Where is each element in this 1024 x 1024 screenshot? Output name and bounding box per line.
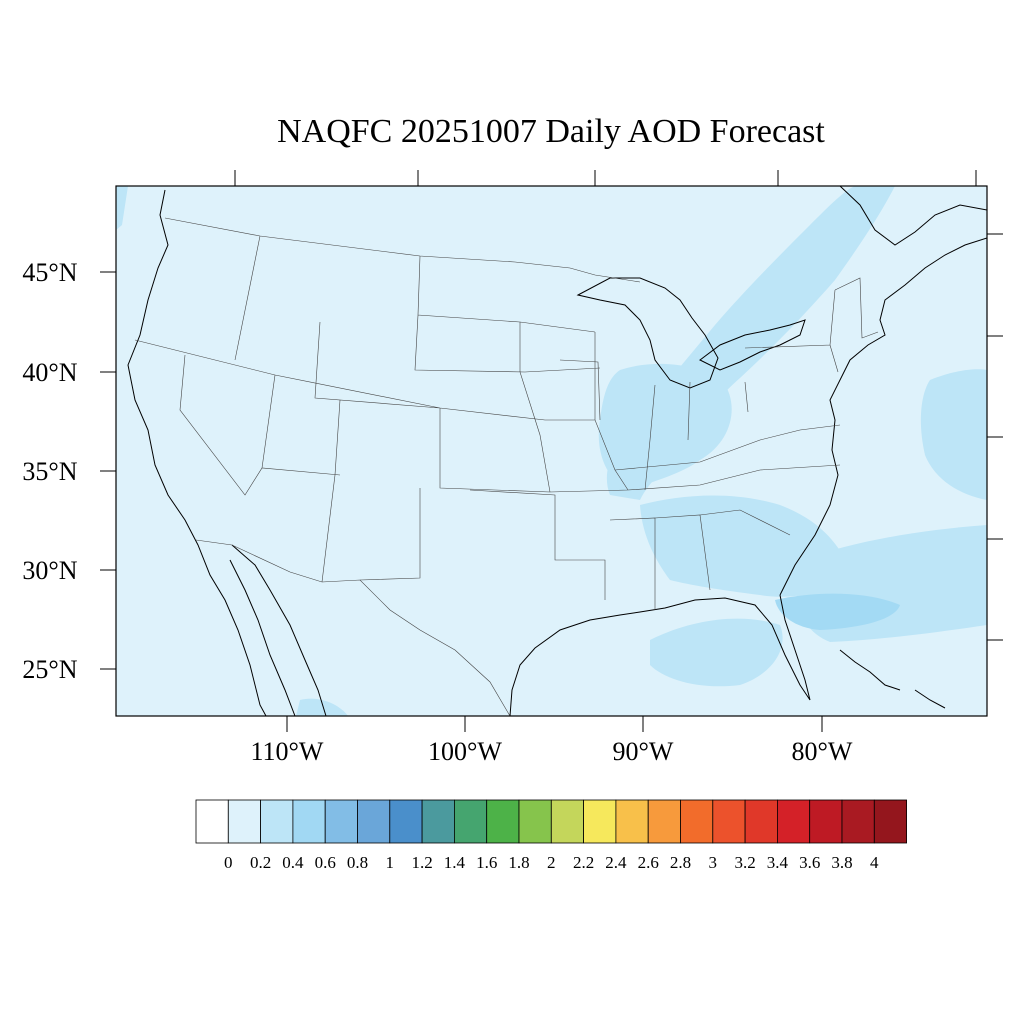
colorbar-tick-label: 1.8: [508, 853, 529, 872]
colorbar-swatch: [841, 799, 875, 844]
lon-label: 110°W: [251, 737, 324, 766]
colorbar-swatch: [550, 799, 584, 844]
map-frame: [115, 185, 988, 717]
map-panel: [116, 186, 987, 716]
colorbar-swatch: [357, 799, 391, 844]
lon-label: 100°W: [428, 737, 502, 766]
colorbar-swatch: [777, 799, 811, 844]
state-lines: [134, 235, 879, 610]
plume-midwest: [598, 363, 732, 490]
colorbar-swatch: [260, 799, 294, 844]
colorbar-tick-label: 2.8: [670, 853, 691, 872]
lat-label: 30°N: [22, 556, 77, 585]
axis-ticks: [100, 170, 1003, 732]
plume-southeast: [640, 495, 850, 597]
plume-west-corner: [116, 186, 128, 230]
mexico-west-coast: [231, 544, 327, 716]
plume-gulf: [650, 618, 783, 687]
colorbar-swatch: [647, 799, 681, 844]
bahamas-outline: [839, 649, 946, 709]
west-coast: [127, 189, 267, 716]
colorbar-swatch: [744, 799, 778, 844]
colorbar-tick-label: 3.6: [799, 853, 820, 872]
plume-baja: [296, 698, 348, 716]
colorbar-swatch: [421, 799, 455, 844]
colorbar-tick-label: 3.2: [734, 853, 755, 872]
lat-label: 45°N: [22, 258, 77, 287]
great-lakes: [576, 277, 806, 389]
colorbar-tick-label: 3.4: [767, 853, 789, 872]
colorbar-labels: 0 0.2 0.4 0.6 0.8 1 1.2 1.4 1.6 1.8 2 2.2 2.4 2.6 2.8 3…: [224, 853, 879, 872]
lon-label: 90°W: [613, 737, 674, 766]
colorbar-tick-label: 2: [547, 853, 556, 872]
atlantic-coast: [779, 237, 987, 596]
plume-offshore-east: [920, 369, 987, 500]
colorbar-swatch: [453, 799, 488, 844]
lat-label: 40°N: [22, 358, 77, 387]
colorbar-swatch: [324, 799, 358, 844]
colorbar-swatch: [615, 799, 649, 844]
coastlines: [127, 186, 987, 716]
colorbar-tick-label: 1.4: [444, 853, 466, 872]
colorbar-tick-label: 4: [870, 853, 879, 872]
colorbar-swatch: [389, 799, 423, 844]
colorbar-tick-label: 1.2: [411, 853, 432, 872]
colorbar-swatch: [809, 799, 843, 844]
colorbar-tick-label: 0.8: [347, 853, 368, 872]
colorbar-tick-label: 1: [386, 853, 395, 872]
colorbar-swatch: [583, 799, 617, 844]
colorbar-tick-label: 0: [224, 853, 233, 872]
lat-label: 35°N: [22, 457, 77, 486]
colorbar-swatch: [292, 799, 326, 844]
colorbar-tick-label: 0.6: [315, 853, 336, 872]
colorbar-swatch: [518, 799, 552, 844]
colorbar: [195, 799, 907, 844]
colorbar-tick-label: 0.4: [282, 853, 304, 872]
colorbar-swatch: [873, 799, 907, 844]
baja-inner-coast: [229, 559, 296, 716]
us-mexico-border: [195, 539, 511, 716]
state-boundaries: [134, 217, 879, 716]
colorbar-tick-label: 1.6: [476, 853, 497, 872]
longitude-labels: 110°W 100°W 90°W 80°W: [251, 737, 853, 766]
lon-label: 80°W: [792, 737, 853, 766]
colorbar-swatch: [227, 799, 262, 844]
colorbar-tick-label: 0.2: [250, 853, 271, 872]
plume-peak-florida: [775, 593, 900, 630]
gulf-coast: [509, 594, 811, 716]
map-title: NAQFC 20251007 Daily AOD Forecast: [277, 113, 825, 150]
canada-coast-north: [839, 186, 987, 246]
colorbar-tick-label: 2.2: [573, 853, 594, 872]
colorbar-tick-label: 2.4: [605, 853, 627, 872]
colorbar-swatch: [486, 799, 520, 844]
lat-label: 25°N: [22, 655, 77, 684]
colorbar-tick-label: 3.8: [831, 853, 852, 872]
latitude-labels: 45°N 40°N 35°N 30°N 25°N: [22, 258, 77, 684]
colorbar-swatch: [712, 799, 746, 844]
colorbar-tick-label: 2.6: [638, 853, 659, 872]
colorbar-tick-label: 3: [709, 853, 718, 872]
colorbar-swatch: [680, 799, 714, 844]
colorbar-swatch: [195, 799, 229, 844]
